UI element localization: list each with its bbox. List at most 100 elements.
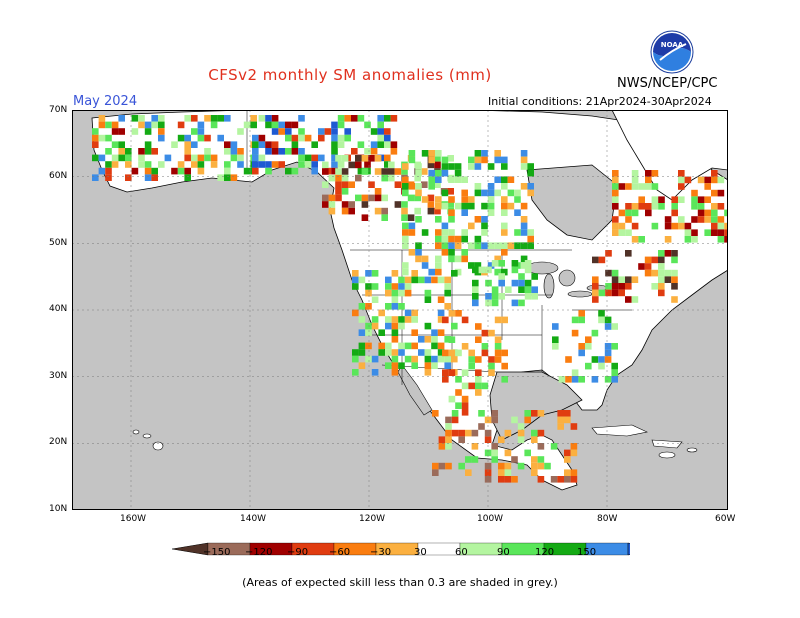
anomaly-cell [671, 196, 678, 203]
anomaly-cell [105, 121, 112, 129]
anomaly-cell [468, 362, 475, 370]
anomaly-cell [511, 299, 519, 307]
anomaly-cell [724, 222, 728, 230]
anomaly-cell [645, 176, 652, 184]
anomaly-cell [311, 154, 318, 162]
anomaly-cell [678, 170, 685, 177]
anomaly-cell [454, 176, 462, 183]
anomaly-cell [352, 276, 359, 284]
anomaly-cell [357, 115, 365, 122]
anomaly-cell [237, 128, 244, 135]
anomaly-cell [524, 449, 531, 457]
lon-label-100w: 100W [477, 514, 504, 524]
anomaly-cell [428, 268, 435, 276]
anomaly-cell [717, 176, 725, 184]
anomaly-cell [435, 262, 442, 269]
anomaly-cell [552, 323, 559, 330]
anomaly-cell [651, 256, 658, 264]
anomaly-cell [447, 188, 454, 195]
anomaly-cell [291, 148, 299, 155]
anomaly-cell [461, 229, 468, 236]
anomaly-cell [711, 222, 718, 230]
anomaly-cell [604, 376, 612, 383]
anomaly-cell [494, 176, 501, 183]
anomaly-cell [444, 362, 451, 369]
anomaly-cell [612, 170, 619, 177]
anomaly-cell [612, 196, 619, 203]
anomaly-cell [298, 128, 305, 135]
anomaly-cell [435, 150, 442, 157]
anomaly-cell [352, 349, 359, 356]
anomaly-cell [177, 167, 185, 175]
anomaly-cell [684, 176, 692, 184]
agency-label: NWS/NCEP/CPC [617, 76, 718, 91]
anomaly-cell [501, 209, 508, 216]
anomaly-cell [204, 115, 211, 122]
anomaly-cell [407, 194, 415, 202]
anomaly-cell [402, 189, 409, 197]
anomaly-cell [537, 429, 545, 437]
anomaly-cell [501, 249, 508, 256]
anomaly-cell [278, 161, 285, 168]
anomaly-cell [352, 283, 359, 290]
anomaly-cell [691, 216, 698, 223]
anomaly-cell [391, 289, 399, 297]
anomaly-cell [237, 148, 244, 155]
anomaly-cell [322, 168, 329, 175]
anomaly-cell [514, 209, 521, 216]
anomaly-cell [524, 266, 532, 274]
anomaly-cell [717, 222, 725, 230]
anomaly-cell [230, 174, 238, 181]
anomaly-cell [158, 161, 165, 168]
anomaly-cell [243, 121, 251, 129]
anomaly-cell [468, 262, 475, 269]
anomaly-cell [404, 276, 412, 284]
anomaly-cell [592, 283, 599, 290]
anomaly-cell [384, 161, 391, 168]
anomaly-cell [365, 329, 372, 336]
anomaly-cell [358, 303, 366, 310]
anomaly-cell [394, 181, 402, 188]
anomaly-cell [258, 141, 266, 148]
anomaly-cell [388, 168, 395, 175]
anomaly-cell [390, 148, 398, 155]
anomaly-cell [524, 286, 532, 293]
anomaly-cell [197, 161, 205, 168]
anomaly-cell [311, 161, 318, 168]
anomaly-cell [697, 209, 705, 217]
anomaly-cell [455, 402, 462, 409]
anomaly-cell [138, 154, 145, 162]
anomaly-cell [424, 322, 432, 330]
anomaly-cell [558, 376, 566, 383]
anomaly-cell [485, 279, 492, 287]
anomaly-cell [335, 181, 342, 188]
anomaly-cell [537, 462, 545, 470]
anomaly-cell [118, 128, 125, 135]
anomaly-cell [125, 154, 132, 162]
anomaly-cell [341, 188, 349, 195]
anomaly-cell [444, 289, 451, 297]
anomaly-cell [448, 229, 455, 236]
forecast-month-label: May 2024 [73, 94, 138, 109]
anomaly-cell [355, 155, 362, 162]
anomaly-cell [571, 329, 579, 337]
anomaly-cell [461, 316, 469, 324]
anomaly-cell [598, 356, 605, 363]
anomaly-cell [418, 336, 425, 343]
anomaly-cell [478, 423, 485, 430]
anomaly-cell [335, 188, 342, 195]
anomaly-cell [322, 181, 329, 188]
anomaly-cell [658, 250, 665, 257]
anomaly-cell [384, 128, 391, 135]
anomaly-cell [252, 161, 259, 168]
anomaly-cell [92, 174, 99, 181]
anomaly-cell [197, 128, 205, 135]
anomaly-cell [520, 156, 528, 164]
anomaly-cell [605, 283, 612, 290]
anomaly-cell [328, 194, 336, 202]
anomaly-cell [592, 256, 599, 264]
anomaly-cell [645, 203, 652, 210]
hudson-bay [526, 164, 618, 241]
anomaly-cell [564, 410, 571, 417]
anomaly-cell [252, 148, 259, 155]
